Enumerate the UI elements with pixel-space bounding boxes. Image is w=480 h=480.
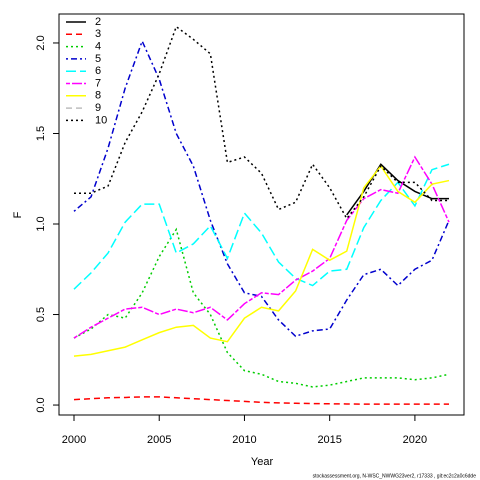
- legend-label: 3: [95, 28, 101, 40]
- y-tick-label: 1.0: [35, 216, 47, 231]
- legend-label: 4: [95, 41, 101, 53]
- legend-label: 2: [95, 16, 101, 28]
- x-tick-label: 2000: [62, 434, 86, 446]
- y-axis-label: F: [12, 211, 24, 218]
- footer-note: stockassessment.org, N-WSC_NWWG23ver2, r…: [313, 473, 477, 479]
- y-tick-label: 0.0: [35, 397, 47, 412]
- x-tick-label: 2005: [147, 434, 171, 446]
- series-line: [73, 164, 450, 357]
- legend-label: 7: [95, 77, 101, 89]
- legend-label: 8: [95, 90, 101, 102]
- series-line: [346, 163, 449, 216]
- series-line: [73, 163, 450, 290]
- legend-label: 5: [95, 53, 101, 65]
- x-tick-label: 2020: [403, 434, 427, 446]
- series-line: [73, 396, 449, 405]
- legend-label: 9: [95, 102, 101, 114]
- x-tick-label: 2010: [232, 434, 256, 446]
- series-line: [73, 39, 450, 338]
- plot-box: [58, 13, 465, 416]
- y-tick-label: 1.5: [35, 126, 47, 141]
- series-line: [73, 227, 450, 388]
- y-tick-label: 0.5: [35, 307, 47, 322]
- x-axis-label: Year: [251, 456, 274, 468]
- y-tick-label: 2.0: [35, 35, 47, 50]
- series-line: [73, 155, 450, 339]
- x-tick-label: 2015: [317, 434, 341, 446]
- series-line: [74, 25, 449, 220]
- legend-label: 6: [95, 65, 101, 77]
- legend-label: 10: [95, 114, 107, 126]
